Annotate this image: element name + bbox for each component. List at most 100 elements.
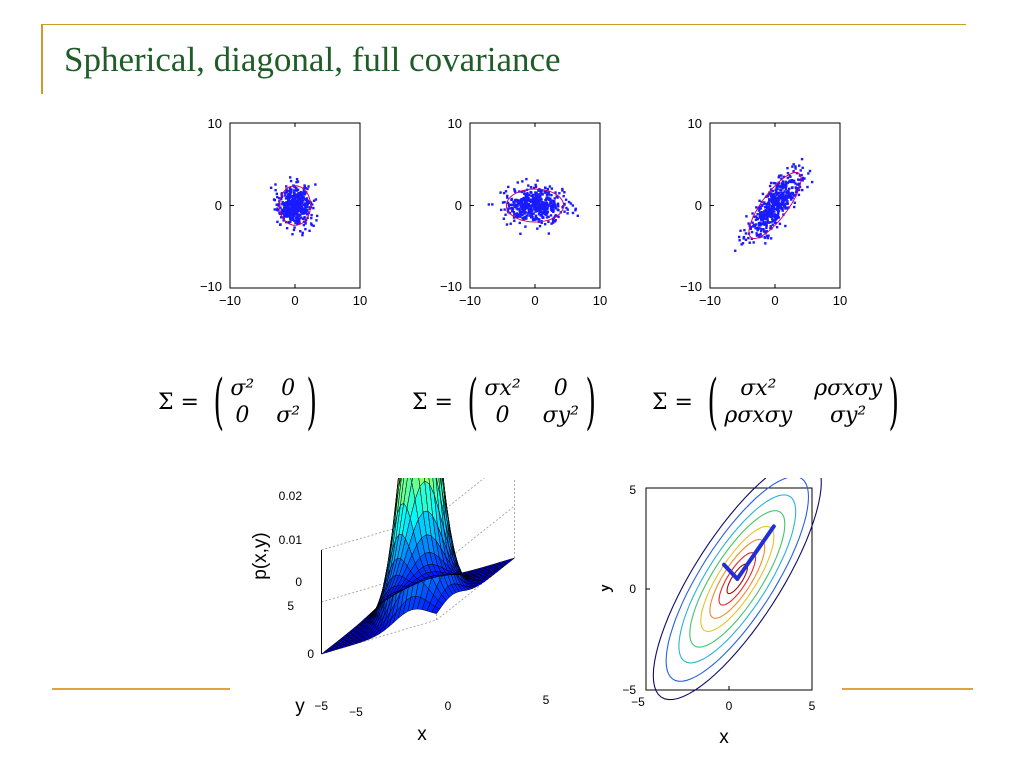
data-point xyxy=(300,201,304,205)
data-point xyxy=(773,218,777,222)
data-point xyxy=(769,221,772,224)
data-point xyxy=(766,202,769,206)
data-point xyxy=(527,184,530,187)
data-point xyxy=(547,215,550,219)
data-point xyxy=(795,183,799,186)
data-point xyxy=(531,193,535,197)
data-point xyxy=(747,236,750,240)
data-point xyxy=(276,220,279,224)
data-point xyxy=(504,190,508,193)
data-point xyxy=(563,210,566,213)
data-point xyxy=(519,212,522,216)
data-point xyxy=(285,215,288,218)
data-point xyxy=(768,213,771,216)
data-point xyxy=(771,201,774,204)
data-point xyxy=(807,172,810,175)
data-point xyxy=(521,213,524,217)
data-point xyxy=(789,194,793,197)
data-point xyxy=(742,237,745,240)
data-point xyxy=(553,220,557,223)
data-point xyxy=(533,207,536,211)
data-point xyxy=(302,203,305,207)
data-point xyxy=(759,232,762,236)
data-point xyxy=(533,204,537,207)
data-point xyxy=(784,202,788,205)
data-point xyxy=(514,199,518,202)
x-tick-label-mid: 0 xyxy=(291,293,298,308)
data-point xyxy=(312,206,315,210)
data-point xyxy=(290,205,293,209)
data-point xyxy=(763,205,767,209)
x-tick-label-mid: 0 xyxy=(531,293,538,308)
matrix-cell: 0 xyxy=(235,403,250,428)
data-point xyxy=(748,241,751,244)
data-point xyxy=(754,227,757,230)
data-point xyxy=(506,196,509,199)
data-point xyxy=(290,201,293,205)
data-point xyxy=(766,211,769,215)
data-point xyxy=(554,214,557,217)
data-point xyxy=(744,238,748,242)
data-point xyxy=(303,207,307,211)
data-point xyxy=(792,179,796,183)
data-point xyxy=(518,211,522,214)
y-tick-label-top: 10 xyxy=(688,116,702,131)
data-point xyxy=(296,188,300,191)
data-point xyxy=(566,208,569,211)
data-point xyxy=(307,185,310,188)
data-point xyxy=(289,218,292,221)
y-tick-label-bottom: −5 xyxy=(314,699,328,713)
data-point xyxy=(301,197,304,201)
data-point xyxy=(758,199,761,202)
covariance-ellipse-line xyxy=(505,188,565,223)
data-point xyxy=(764,208,767,212)
data-point xyxy=(547,220,550,224)
data-point xyxy=(275,192,279,196)
data-point xyxy=(537,200,540,203)
data-point xyxy=(279,206,282,209)
data-point xyxy=(767,221,771,224)
y-axis-label: y xyxy=(602,583,614,593)
data-point xyxy=(297,209,300,213)
data-point xyxy=(767,193,771,196)
data-point xyxy=(796,186,799,190)
data-point xyxy=(545,207,548,211)
data-point xyxy=(547,204,550,208)
data-point xyxy=(280,208,284,211)
matrix-cell: σx² xyxy=(484,376,521,401)
data-point xyxy=(545,191,548,194)
data-point xyxy=(292,209,296,212)
data-point xyxy=(810,180,814,184)
data-point xyxy=(291,204,295,208)
data-point xyxy=(791,186,794,189)
data-point xyxy=(509,207,512,210)
data-point xyxy=(539,197,542,200)
data-point xyxy=(803,177,806,180)
data-point xyxy=(750,237,753,241)
data-point xyxy=(782,186,786,189)
data-point xyxy=(514,205,518,208)
data-point xyxy=(738,239,741,242)
data-point xyxy=(298,217,301,221)
data-point xyxy=(777,181,781,184)
surface-cell xyxy=(410,478,414,483)
data-point xyxy=(275,203,278,206)
data-point xyxy=(554,207,557,210)
data-point xyxy=(514,215,517,219)
data-point xyxy=(541,193,544,196)
x-tick-label-right: 10 xyxy=(833,293,847,308)
data-point xyxy=(305,213,309,216)
data-point xyxy=(781,195,785,198)
data-point xyxy=(571,211,575,215)
data-point xyxy=(283,194,287,197)
data-point xyxy=(771,195,774,199)
data-point xyxy=(765,234,769,238)
data-point xyxy=(304,220,307,224)
data-point xyxy=(521,205,524,208)
data-point xyxy=(761,219,765,222)
x-tick-label-left: −10 xyxy=(699,293,721,308)
formula-diagonal: Σ = ( σx² 0 0 σy² ) xyxy=(412,372,602,432)
data-point xyxy=(551,220,555,223)
data-point xyxy=(574,209,577,212)
data-point xyxy=(283,206,287,209)
